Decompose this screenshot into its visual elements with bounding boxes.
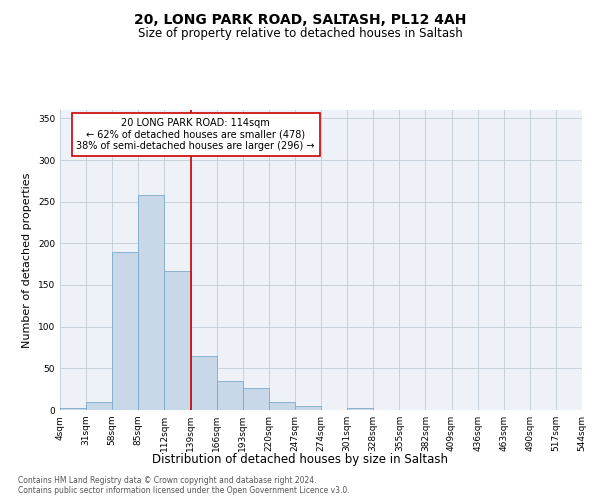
Bar	[217, 381, 243, 410]
Bar	[164, 271, 191, 410]
Bar	[242, 388, 269, 410]
Text: Distribution of detached houses by size in Saltash: Distribution of detached houses by size …	[152, 452, 448, 466]
Text: 20 LONG PARK ROAD: 114sqm
← 62% of detached houses are smaller (478)
38% of semi: 20 LONG PARK ROAD: 114sqm ← 62% of detac…	[76, 118, 315, 150]
Text: Size of property relative to detached houses in Saltash: Size of property relative to detached ho…	[137, 28, 463, 40]
Bar	[86, 402, 112, 410]
Bar	[60, 408, 86, 410]
Bar	[269, 402, 295, 410]
Bar	[295, 406, 321, 410]
Bar	[112, 252, 139, 410]
Y-axis label: Number of detached properties: Number of detached properties	[22, 172, 32, 348]
Bar	[347, 408, 373, 410]
Bar	[191, 356, 217, 410]
Text: Contains HM Land Registry data © Crown copyright and database right 2024.
Contai: Contains HM Land Registry data © Crown c…	[18, 476, 350, 495]
Bar	[139, 195, 164, 410]
Text: 20, LONG PARK ROAD, SALTASH, PL12 4AH: 20, LONG PARK ROAD, SALTASH, PL12 4AH	[134, 12, 466, 26]
